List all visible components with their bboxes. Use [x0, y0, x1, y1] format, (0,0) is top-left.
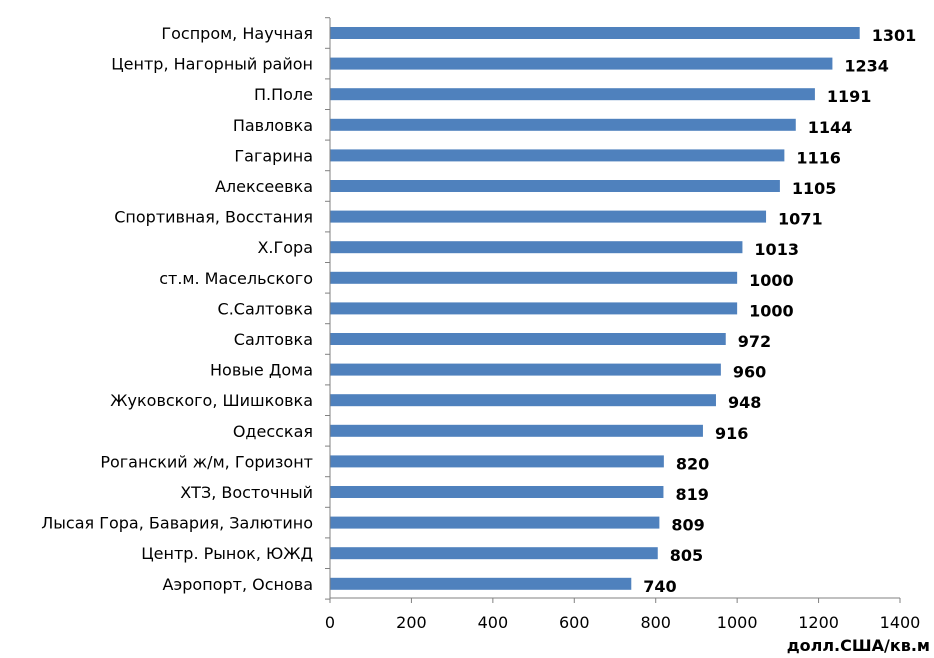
data-label: 916: [715, 424, 748, 443]
x-tick-label: 1400: [880, 613, 921, 632]
bar: [330, 394, 716, 407]
data-label: 1116: [796, 148, 841, 167]
category-label: П.Поле: [254, 85, 313, 104]
bar: [330, 149, 785, 162]
bar: [330, 333, 726, 345]
category-label: ст.м. Масельского: [159, 269, 313, 288]
category-label: Аэропорт, Основа: [163, 575, 313, 594]
bars-group: [330, 27, 860, 590]
bar: [330, 27, 860, 39]
data-label: 805: [670, 546, 703, 565]
data-label: 1144: [808, 118, 853, 137]
data-label: 1234: [844, 57, 889, 76]
bar: [330, 241, 743, 254]
bar: [330, 486, 664, 498]
category-label: Одесская: [233, 422, 313, 441]
data-label: 1013: [754, 240, 799, 259]
category-label: Роганский ж/м, Горизонт: [100, 452, 313, 471]
bar: [330, 516, 660, 529]
category-label: Жуковского, Шишковка: [110, 391, 313, 410]
bar: [330, 455, 664, 468]
data-label: 740: [643, 577, 676, 596]
x-tick-label: 1000: [717, 613, 758, 632]
bar: [330, 363, 721, 376]
category-label: Салтовка: [234, 330, 313, 349]
x-tick-label: 600: [559, 613, 590, 632]
data-label: 1191: [827, 87, 872, 106]
category-label: Лысая Гора, Бавария, Залютино: [41, 514, 313, 533]
category-label: Спортивная, Восстания: [114, 208, 313, 227]
category-label: Госпром, Научная: [161, 24, 313, 43]
category-label: Центр. Рынок, ЮЖД: [141, 544, 313, 563]
bar: [330, 180, 780, 192]
bar: [330, 302, 738, 315]
category-label: Х.Гора: [257, 238, 313, 257]
data-label: 1000: [749, 271, 794, 290]
data-label: 1105: [792, 179, 837, 198]
bar: [330, 424, 703, 437]
labels-group: Госпром, Научная 1301 Центр, Нагорный райо…: [41, 24, 916, 596]
data-label: 819: [675, 485, 708, 504]
x-tick-label: 0: [325, 613, 335, 632]
data-label: 809: [671, 516, 704, 535]
bar: [330, 577, 632, 590]
x-tick-label: 1200: [798, 613, 839, 632]
data-label: 948: [728, 393, 761, 412]
x-tick-label: 400: [478, 613, 509, 632]
category-label: Алексеевка: [215, 177, 313, 196]
category-label: С.Салтовка: [218, 299, 313, 318]
bar: [330, 547, 658, 560]
bar: [330, 118, 796, 131]
data-label: 820: [676, 454, 709, 473]
bar: [330, 88, 815, 101]
category-label: Гагарина: [234, 146, 313, 165]
category-label: Новые Дома: [210, 361, 313, 380]
category-label: Центр, Нагорный район: [111, 55, 313, 74]
data-label: 1071: [778, 210, 823, 229]
x-axis-unit-label: долл.США/кв.м: [787, 636, 930, 654]
x-tick-label: 800: [640, 613, 671, 632]
bar: [330, 271, 738, 284]
category-label: ХТЗ, Восточный: [180, 483, 313, 502]
data-label: 1301: [872, 26, 917, 45]
bar: [330, 57, 833, 70]
x-tick-label: 200: [396, 613, 427, 632]
data-label: 960: [733, 363, 766, 382]
axes-group: 0 200 400 600 800 1000 1200 1400: [325, 17, 921, 632]
category-label: Павловка: [233, 116, 313, 135]
data-label: 1000: [749, 301, 794, 320]
data-label: 972: [738, 332, 771, 351]
bar: [330, 210, 767, 223]
